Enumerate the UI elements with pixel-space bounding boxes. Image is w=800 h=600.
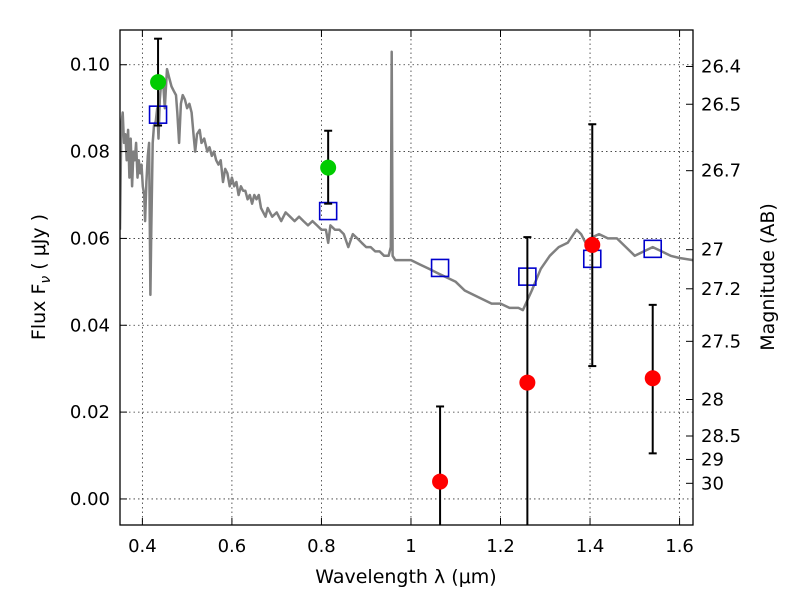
- right-tick-label: 27: [701, 240, 724, 261]
- right-tick-label: 28: [701, 390, 724, 411]
- x-tick-label: 1.2: [486, 536, 515, 557]
- y-tick-label: 0.08: [70, 142, 110, 163]
- x-tick-label: 0.4: [128, 536, 157, 557]
- y-axis-label: Flux Fν ( μJy ): [28, 214, 54, 340]
- x-axis-label: Wavelength λ (μm): [315, 566, 496, 588]
- y-tick-label: 0.06: [70, 228, 110, 249]
- x-tick-label: 0.6: [218, 536, 247, 557]
- detection-marker: [150, 74, 167, 91]
- y-tick-label: 0.02: [70, 402, 110, 423]
- non-detection-marker: [584, 236, 601, 253]
- model-photometry-marker: [430, 258, 450, 278]
- model-spectrum-line: [120, 50, 693, 312]
- x-tick-label: 0.8: [307, 536, 336, 557]
- detection-marker: [320, 159, 337, 176]
- y-tick-label: 0.00: [70, 489, 110, 510]
- right-tick-label: 26.4: [701, 56, 741, 77]
- right-tick-label: 26.7: [701, 161, 741, 182]
- non-detection-marker: [432, 473, 449, 490]
- ticks: 0.4 0.6 0.8 1 1.2 1.4 1.6 0.00 0.02 0.04 0.06 0.08 0…: [70, 30, 741, 557]
- plot-frame: [119, 29, 694, 526]
- non-detection-marker: [644, 370, 661, 387]
- y-tick-label: 0.04: [70, 315, 110, 336]
- model-photometry-marker: [643, 239, 663, 259]
- x-tick-label: 1: [405, 536, 416, 557]
- x-tick-label: 1.4: [576, 536, 605, 557]
- x-tick-label: 1.6: [665, 536, 694, 557]
- y-axis-label-subscript: ν: [38, 276, 54, 284]
- grid: [120, 30, 693, 525]
- right-tick-label: 26.5: [701, 94, 741, 115]
- right-tick-label: 30: [701, 473, 724, 494]
- y-tick-label: 0.10: [70, 55, 110, 76]
- data-layer: [120, 37, 693, 525]
- plot-background: [120, 30, 693, 525]
- right-axis-label: Magnitude (AB): [757, 203, 779, 351]
- non-detection-marker: [519, 374, 536, 391]
- right-tick-label: 27.2: [701, 279, 741, 300]
- right-tick-label: 27.5: [701, 331, 741, 352]
- right-tick-label: 28.5: [701, 426, 741, 447]
- right-tick-label: 29: [701, 449, 724, 470]
